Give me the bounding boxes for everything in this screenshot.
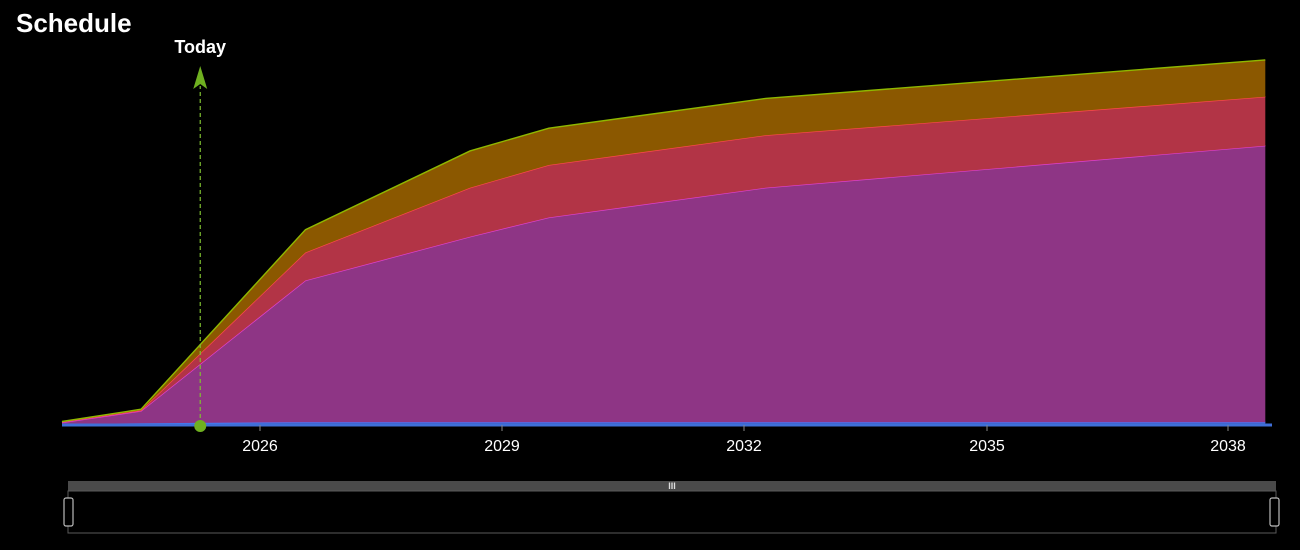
x-tick-label-2035: 2035	[969, 438, 1005, 455]
today-marker: Today	[174, 37, 226, 432]
area-series-2	[62, 96, 1266, 423]
today-arrow-icon	[193, 66, 208, 89]
slider-drag-handle-icon[interactable]: III	[668, 481, 676, 491]
area-series-3	[62, 59, 1266, 422]
x-tick-label-2032: 2032	[726, 438, 762, 455]
x-tick-label-2029: 2029	[484, 438, 520, 455]
series-line-3	[61, 59, 1266, 423]
x-tick-label-2026: 2026	[242, 438, 278, 455]
slider-left-handle[interactable]	[63, 497, 74, 527]
slider-window	[67, 490, 1277, 534]
area-series-group	[61, 59, 1266, 425]
area-series-1	[62, 145, 1266, 424]
slider-track-bar	[68, 481, 1276, 491]
chart-title: Schedule	[16, 8, 132, 38]
slider-right-handle[interactable]	[1269, 497, 1280, 527]
today-dot	[194, 420, 207, 432]
zoom-slider[interactable]: III	[63, 481, 1280, 534]
x-axis: 2026 2029 2032 2035 2038	[62, 423, 1272, 455]
x-tick-label-2038: 2038	[1210, 438, 1246, 455]
today-label: Today	[174, 37, 226, 57]
